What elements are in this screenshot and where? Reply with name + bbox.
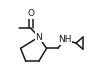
Text: NH: NH [58,35,71,44]
Text: N: N [35,33,42,42]
Text: O: O [27,9,34,18]
